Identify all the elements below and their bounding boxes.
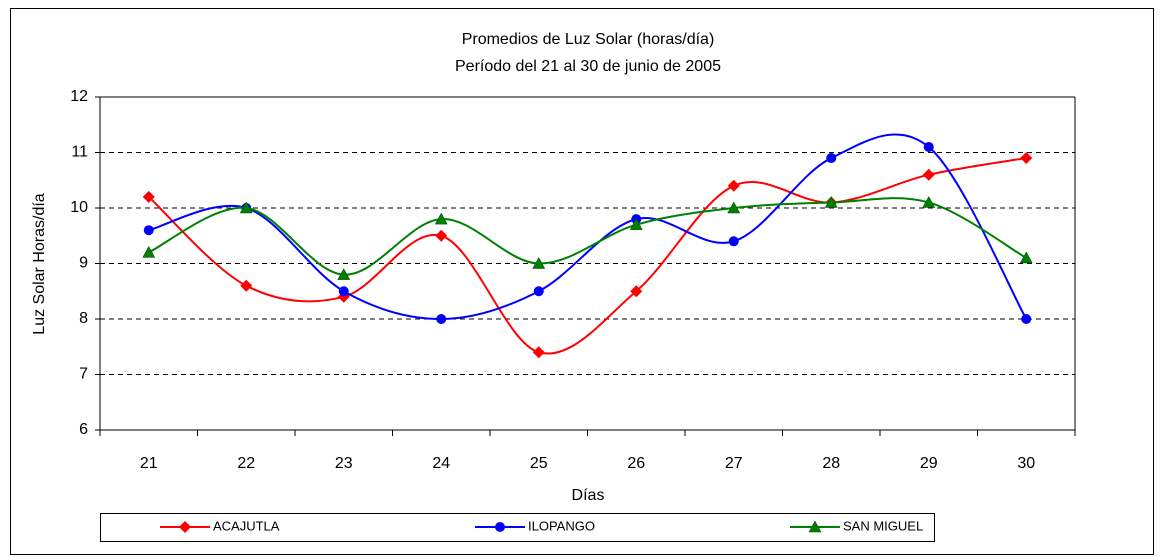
marker bbox=[630, 285, 643, 298]
marker bbox=[434, 212, 448, 225]
x-tick-label: 30 bbox=[1017, 455, 1035, 472]
marker bbox=[728, 236, 739, 247]
marker bbox=[629, 218, 643, 230]
x-tick-label: 23 bbox=[335, 455, 353, 472]
x-tick-label: 24 bbox=[432, 455, 450, 472]
y-tick-label: 11 bbox=[71, 144, 88, 161]
x-tick-label: 27 bbox=[725, 455, 743, 472]
marker bbox=[1020, 152, 1033, 165]
chart-title: Promedios de Luz Solar (horas/día) bbox=[462, 31, 715, 48]
series-line bbox=[148, 133, 1028, 321]
x-tick-label: 21 bbox=[140, 455, 158, 472]
marker bbox=[435, 229, 448, 242]
marker bbox=[727, 201, 741, 214]
marker bbox=[143, 225, 154, 236]
marker bbox=[1021, 314, 1032, 324]
x-tick-label: 29 bbox=[920, 455, 938, 472]
y-tick-label: 10 bbox=[70, 199, 88, 216]
x-tick-label: 22 bbox=[237, 455, 255, 472]
marker bbox=[922, 168, 935, 181]
chart-border bbox=[10, 8, 1154, 555]
x-tick-label: 25 bbox=[530, 455, 548, 472]
legend-label: ILOPANGO bbox=[528, 518, 595, 533]
marker bbox=[532, 256, 546, 269]
marker bbox=[436, 314, 447, 324]
marker bbox=[533, 286, 544, 297]
y-tick-label: 9 bbox=[79, 255, 88, 272]
y-tick-label: 8 bbox=[79, 310, 88, 327]
marker bbox=[922, 195, 936, 208]
series-line bbox=[148, 197, 1027, 276]
marker bbox=[826, 153, 837, 164]
marker bbox=[239, 201, 253, 214]
x-axis-label: Días bbox=[572, 487, 605, 504]
legend-marker bbox=[808, 520, 822, 533]
legend-marker bbox=[179, 521, 191, 533]
x-tick-label: 26 bbox=[627, 455, 645, 472]
marker bbox=[532, 346, 545, 359]
chart-subtitle: Período del 21 al 30 de junio de 2005 bbox=[455, 58, 721, 75]
marker bbox=[337, 268, 351, 280]
marker bbox=[142, 245, 156, 258]
y-tick-label: 6 bbox=[79, 421, 88, 438]
y-tick-label: 12 bbox=[70, 88, 88, 105]
marker bbox=[727, 179, 740, 192]
series-line bbox=[148, 157, 1027, 355]
marker bbox=[824, 195, 838, 208]
y-tick-label: 7 bbox=[79, 366, 88, 383]
y-axis-label: Luz Solar Horas/día bbox=[31, 193, 48, 335]
x-tick-label: 28 bbox=[822, 455, 840, 472]
legend-marker bbox=[495, 522, 505, 532]
marker bbox=[1019, 251, 1033, 264]
legend-label: SAN MIGUEL bbox=[843, 518, 923, 533]
marker bbox=[142, 190, 155, 203]
marker bbox=[338, 286, 349, 297]
marker bbox=[923, 141, 934, 152]
marker bbox=[240, 279, 253, 292]
legend-label: ACAJUTLA bbox=[213, 518, 280, 533]
